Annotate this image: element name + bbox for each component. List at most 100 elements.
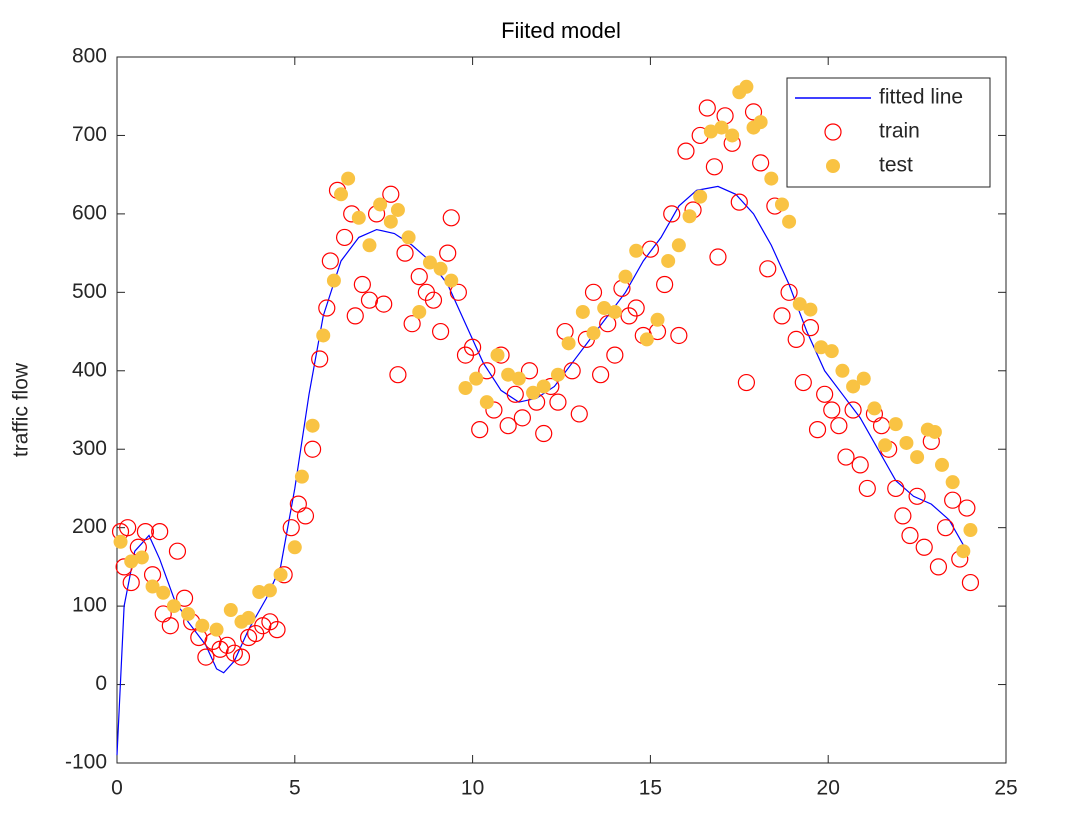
test-point	[846, 379, 861, 394]
train-point	[709, 248, 727, 266]
train-point	[499, 417, 517, 435]
train-point	[816, 385, 834, 403]
legend-label: train	[879, 120, 920, 143]
test-point	[792, 297, 807, 312]
test-point	[536, 379, 551, 394]
train-point	[549, 393, 567, 411]
y-tick-label: 600	[72, 201, 107, 224]
legend-box	[786, 77, 991, 188]
legend-label: fitted line	[879, 86, 963, 109]
test-point	[764, 171, 779, 186]
train-point	[424, 291, 443, 309]
train-point	[837, 448, 855, 466]
train-point	[151, 522, 169, 541]
test-point	[444, 273, 459, 288]
test-point	[145, 579, 160, 594]
train-point	[958, 499, 976, 517]
test-point	[725, 128, 740, 143]
train-point	[389, 366, 407, 384]
test-point	[134, 550, 149, 565]
train-point	[122, 573, 140, 592]
train-point	[730, 193, 748, 211]
test-point	[739, 79, 754, 94]
y-tick-label: 700	[72, 123, 107, 146]
train-point	[592, 366, 610, 384]
test-point	[223, 603, 238, 618]
train-point	[929, 558, 948, 576]
train-point	[908, 487, 926, 505]
test-point	[341, 171, 356, 186]
test-point	[824, 344, 839, 359]
test-point	[287, 540, 302, 555]
train-point	[471, 421, 489, 439]
train-point	[851, 456, 869, 474]
test-point	[774, 197, 789, 212]
test-point	[526, 385, 541, 400]
test-point	[586, 326, 601, 341]
train-point	[136, 522, 155, 541]
train-point	[506, 385, 524, 403]
y-tick-label: 500	[72, 280, 107, 303]
x-tick-label: 15	[639, 777, 662, 800]
train-point	[375, 295, 393, 313]
test-point	[316, 328, 331, 343]
train-point	[197, 648, 215, 666]
train-point	[431, 322, 450, 341]
test-point	[782, 214, 797, 229]
y-tick-label: 200	[72, 515, 107, 538]
train-point	[449, 283, 467, 301]
test-point	[550, 367, 565, 382]
legend-swatch	[826, 159, 840, 173]
train-point	[759, 260, 777, 278]
test-point	[195, 618, 210, 633]
train-point	[698, 99, 716, 117]
y-tick-label: -100	[65, 751, 107, 774]
test-point	[607, 304, 622, 319]
x-tick-label: 10	[461, 777, 484, 800]
train-point	[887, 479, 905, 498]
train-point	[175, 589, 194, 607]
test-point	[575, 304, 590, 319]
train-point	[894, 507, 912, 525]
x-tick-label: 0	[111, 777, 123, 800]
y-tick-label: 300	[72, 437, 107, 460]
train-point	[485, 401, 503, 419]
test-point	[856, 371, 871, 386]
test-point	[479, 395, 494, 410]
train-point	[584, 283, 603, 301]
test-point	[597, 301, 612, 316]
train-point	[663, 205, 681, 223]
y-tick-label: 400	[72, 358, 107, 381]
test-point	[209, 622, 224, 637]
train-point	[232, 648, 251, 666]
test-point	[334, 187, 349, 202]
train-point	[944, 491, 962, 509]
test-point	[326, 273, 341, 288]
train-point	[535, 424, 553, 443]
test-point	[351, 210, 366, 225]
train-point	[396, 244, 414, 262]
test-point	[803, 302, 818, 317]
test-point	[753, 115, 768, 130]
test-point	[273, 567, 288, 582]
test-point	[639, 332, 654, 347]
train-point	[670, 326, 688, 345]
train-point	[335, 228, 354, 247]
train-point	[606, 346, 624, 364]
test-point	[469, 371, 484, 386]
train-point	[737, 373, 756, 392]
train-point	[936, 519, 955, 537]
train-point	[382, 185, 400, 203]
test-point	[241, 610, 256, 625]
test-point	[910, 450, 925, 465]
y-tick-label: 100	[72, 594, 107, 617]
train-point	[464, 338, 482, 356]
train-point	[858, 479, 876, 498]
test-point	[113, 534, 128, 549]
train-point	[268, 621, 286, 639]
train-point	[599, 315, 617, 333]
train-point	[677, 142, 695, 160]
y-tick-label: 0	[95, 672, 107, 695]
test-point	[650, 312, 665, 327]
train-point	[353, 275, 371, 294]
